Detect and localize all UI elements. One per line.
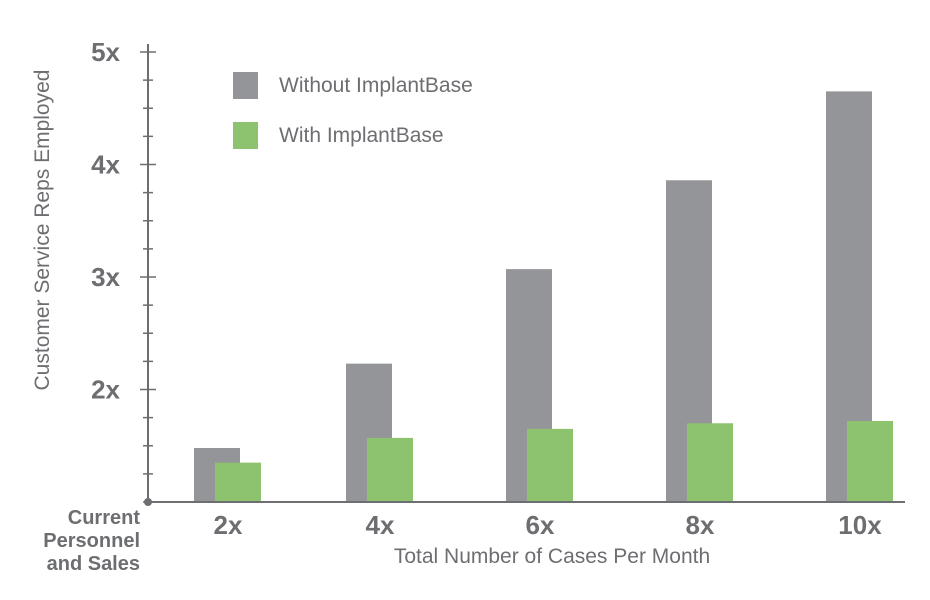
legend-label-without: Without ImplantBase xyxy=(279,74,473,97)
legend-label-with: With ImplantBase xyxy=(279,124,444,147)
legend-swatch-with xyxy=(233,122,258,149)
legend: Without ImplantBase With ImplantBase xyxy=(233,72,473,149)
x-category-label: 10x xyxy=(838,510,882,540)
y-tick-label: 3x xyxy=(91,262,120,292)
x-axis-title: Total Number of Cases Per Month xyxy=(394,545,710,568)
y-tick-label: 5x xyxy=(91,37,120,67)
origin-label-line-1: Current xyxy=(68,507,141,529)
x-category-label: 4x xyxy=(366,510,395,540)
origin-label-line-2: Personnel xyxy=(43,530,140,552)
y-axis-title: Customer Service Reps Employed xyxy=(31,70,54,391)
bar-with-implantbase xyxy=(367,437,413,502)
legend-swatch-without xyxy=(233,72,258,99)
y-ticks-group: 2x 3x 4x 5x xyxy=(91,37,156,503)
x-category-label: 8x xyxy=(686,510,715,540)
bar-with-implantbase xyxy=(847,421,893,502)
x-category-label: 2x xyxy=(214,510,243,540)
y-tick-label: 4x xyxy=(91,150,120,180)
x-category-label: 6x xyxy=(526,510,555,540)
origin-label: Current Personnel and Sales xyxy=(43,507,140,575)
y-tick-label: 2x xyxy=(91,375,120,405)
bar-with-implantbase xyxy=(215,462,261,502)
x-category-labels: 2x 4x 6x 8x 10x xyxy=(214,510,883,540)
bar-with-implantbase xyxy=(527,428,573,502)
bar-with-implantbase xyxy=(687,423,733,502)
bars-group xyxy=(194,91,893,502)
origin-label-line-3: and Sales xyxy=(47,553,140,575)
